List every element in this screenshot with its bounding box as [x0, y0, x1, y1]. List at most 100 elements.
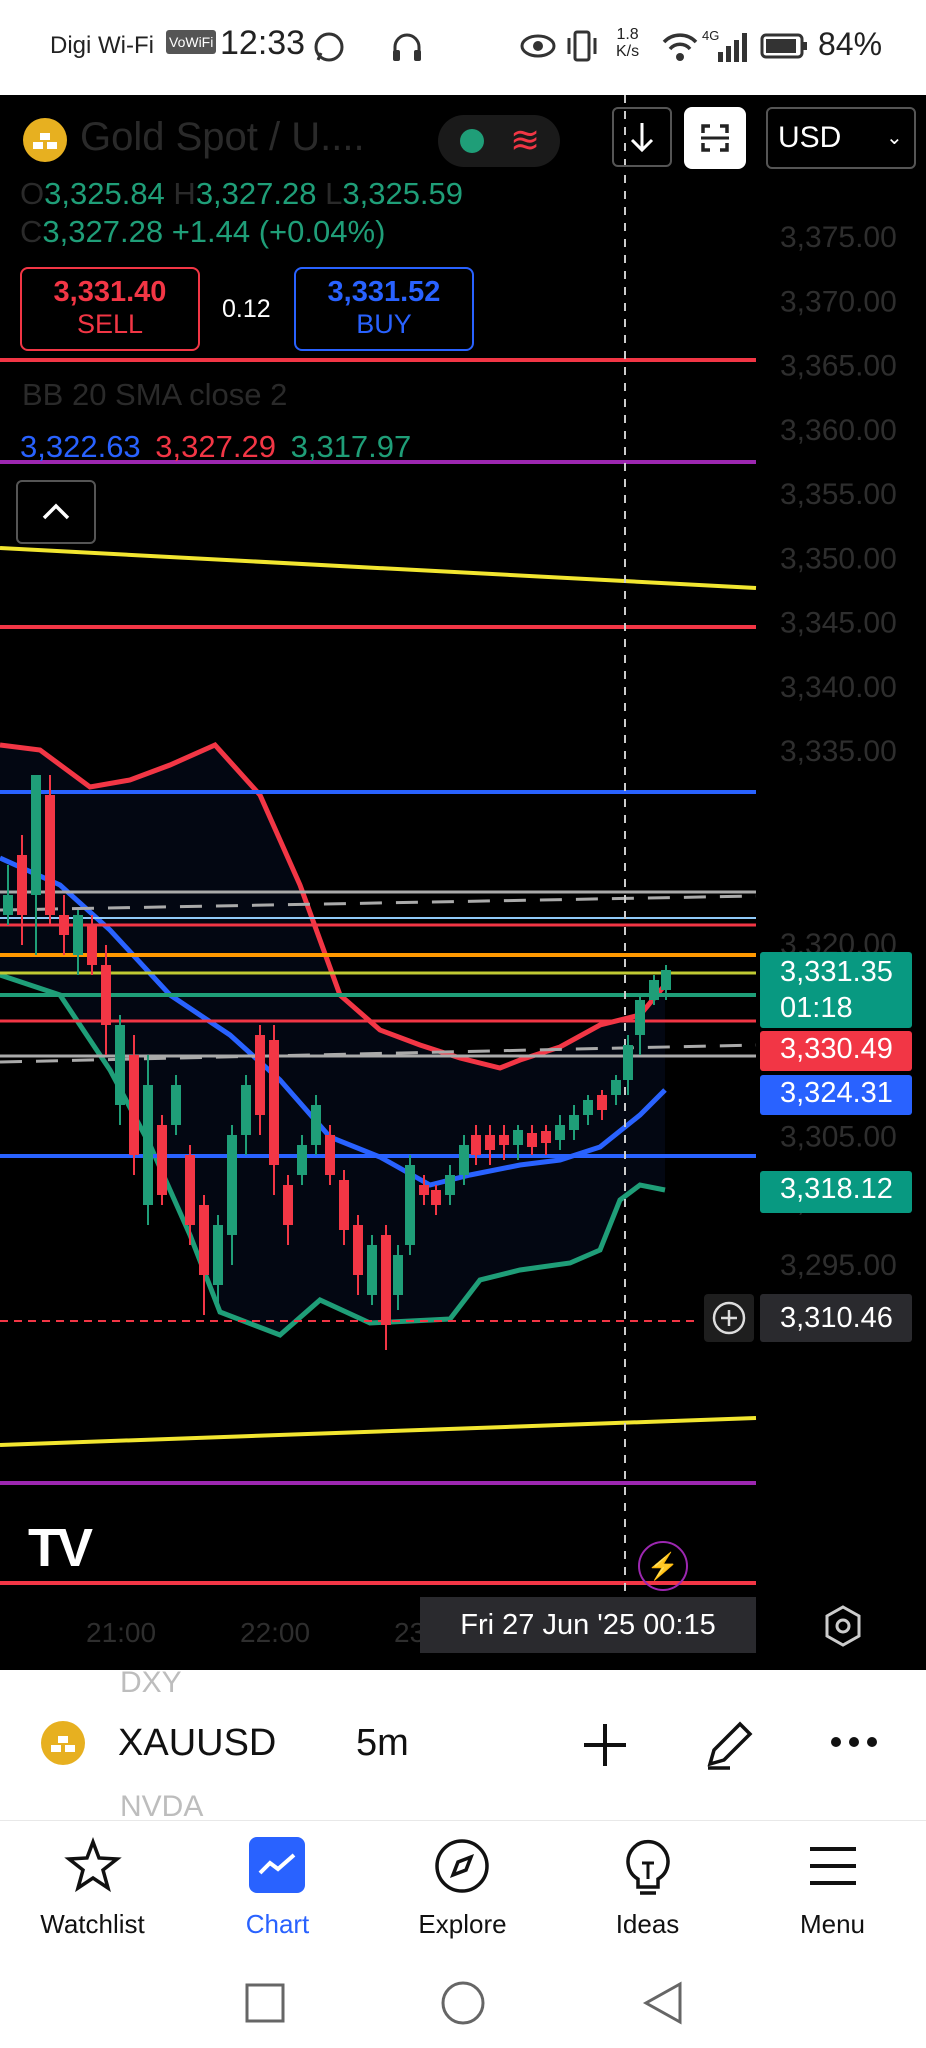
candle-body: [241, 1085, 251, 1135]
nav-ideas[interactable]: Ideas: [555, 1821, 740, 1961]
candle-body: [143, 1085, 153, 1205]
candle-body: [101, 965, 111, 1025]
sell-button[interactable]: 3,331.40 SELL: [20, 267, 200, 351]
more-icon[interactable]: [828, 1732, 880, 1752]
indicator-name[interactable]: BB 20 SMA close 2: [22, 377, 288, 412]
candle-body: [87, 925, 97, 965]
candle-body: [635, 1000, 645, 1035]
chevron-down-icon: ⌄: [886, 127, 903, 149]
battery-icon: [760, 33, 807, 59]
arrow-down-icon: [630, 123, 654, 153]
candle-body: [227, 1135, 237, 1235]
price-axis-label: 3,370.00: [780, 285, 897, 318]
bb-upper-tag: 3,330.49: [760, 1031, 912, 1071]
time-axis-label: 21:00: [86, 1617, 156, 1648]
nav-chart[interactable]: Chart: [185, 1821, 370, 1961]
candle-body: [45, 795, 55, 915]
chart-area[interactable]: 3,375.00 3,370.00 3,365.00 3,360.00 3,355.00…: [0, 95, 926, 1670]
candle-body: [527, 1133, 537, 1147]
candle-body: [583, 1100, 593, 1115]
candle-body: [649, 980, 659, 1000]
battery-level: 84%: [818, 26, 883, 62]
bb-lower-tag: 3,318.12: [760, 1171, 912, 1213]
lightning-icon[interactable]: ⚡: [638, 1541, 688, 1591]
currency-select[interactable]: USD ⌄: [766, 107, 916, 169]
candle-body: [297, 1145, 307, 1175]
back-icon[interactable]: [640, 1980, 686, 2026]
plus-circle-icon: [712, 1301, 746, 1335]
plus-icon[interactable]: [580, 1720, 630, 1770]
scroll-to-latest-button[interactable]: [612, 107, 672, 167]
drawn-horizontal-line: [0, 546, 757, 590]
symbol-bar: DXY XAUUSD 5m NVDA: [0, 1666, 926, 1823]
price-chart[interactable]: 3,375.00 3,370.00 3,365.00 3,360.00 3,355.00…: [0, 95, 926, 1670]
candle-body: [283, 1185, 293, 1225]
headphones-icon: [393, 33, 421, 61]
recents-icon[interactable]: [244, 1982, 286, 2024]
candle-body: [471, 1135, 481, 1155]
symbol-name[interactable]: XAUUSD: [118, 1722, 277, 1764]
candle-body: [73, 915, 83, 955]
gold-symbol-icon: [23, 118, 67, 162]
market-open-dot: [460, 129, 484, 153]
vowifi-badge: VoWiFi: [166, 30, 217, 54]
candle-body: [541, 1131, 551, 1143]
candle-body: [325, 1135, 335, 1175]
nav-explore[interactable]: Explore: [370, 1821, 555, 1961]
buy-button[interactable]: 3,331.52 BUY: [294, 267, 474, 351]
nav-menu[interactable]: Menu: [740, 1821, 925, 1961]
candle-body: [597, 1095, 607, 1110]
compass-icon: [435, 1839, 489, 1893]
candle-body: [555, 1125, 565, 1140]
spread-value: 0.12: [222, 295, 271, 323]
price-axis-label: 3,340.00: [780, 671, 897, 704]
candle-body: [393, 1255, 403, 1295]
tradingview-logo: TV: [28, 1518, 93, 1578]
price-axis-label: 3,365.00: [780, 350, 897, 383]
price-axis-label: 3,305.00: [780, 1121, 897, 1154]
bottom-nav: Watchlist Chart Explore Ideas Menu: [0, 1820, 926, 1961]
fullscreen-button[interactable]: [684, 107, 746, 169]
symbol-title[interactable]: Gold Spot / U....: [80, 115, 365, 159]
candle-body: [513, 1130, 523, 1145]
pencil-icon[interactable]: [700, 1716, 758, 1774]
candle-body: [213, 1225, 223, 1285]
nav-watchlist[interactable]: Watchlist: [0, 1821, 185, 1961]
candle-body: [569, 1115, 579, 1130]
time-axis-label: 22:00: [240, 1617, 310, 1648]
interval-selector[interactable]: 5m: [356, 1722, 409, 1764]
ohlc-legend: O3,325.84 H3,327.28 L3,325.59 C3,327.28 …: [20, 176, 464, 249]
wifi-icon: [662, 33, 698, 61]
candle-body: [157, 1125, 167, 1195]
gold-symbol-icon: [41, 1721, 85, 1765]
price-axis-label: 3,295.00: [780, 1249, 897, 1282]
candle-body: [255, 1035, 265, 1115]
candle-body: [129, 1055, 139, 1155]
ghost-symbol-above: DXY: [120, 1666, 182, 1699]
candle-body: [499, 1135, 509, 1145]
candle-body: [3, 895, 13, 915]
candle-body: [185, 1155, 195, 1225]
price-axis-label: 3,360.00: [780, 414, 897, 447]
home-icon[interactable]: [440, 1980, 486, 2026]
clock: 12:33: [220, 24, 306, 62]
eye-icon: [520, 34, 556, 58]
candle-body: [381, 1235, 391, 1325]
bb-fill: [0, 745, 665, 1335]
star-icon: [64, 1837, 122, 1893]
candle-body: [311, 1105, 321, 1145]
chart-settings-icon[interactable]: [820, 1603, 866, 1649]
carrier-name: Digi Wi-Fi: [50, 32, 154, 59]
candle-body: [353, 1225, 363, 1275]
price-axis-label: 3,355.00: [780, 478, 897, 511]
bb-basis-tag: 3,324.31: [760, 1075, 912, 1115]
network-type: 4G: [702, 28, 720, 43]
collapse-legend-button[interactable]: [16, 480, 96, 544]
candle-body: [419, 1185, 429, 1195]
whatsapp-icon: [314, 32, 344, 62]
time-axis-label: 23: [394, 1617, 425, 1648]
dashed-trend-line: [0, 894, 757, 912]
add-alert-button[interactable]: [704, 1294, 754, 1342]
chevron-up-icon: [42, 503, 70, 520]
market-status-pill[interactable]: ≋: [438, 115, 560, 167]
